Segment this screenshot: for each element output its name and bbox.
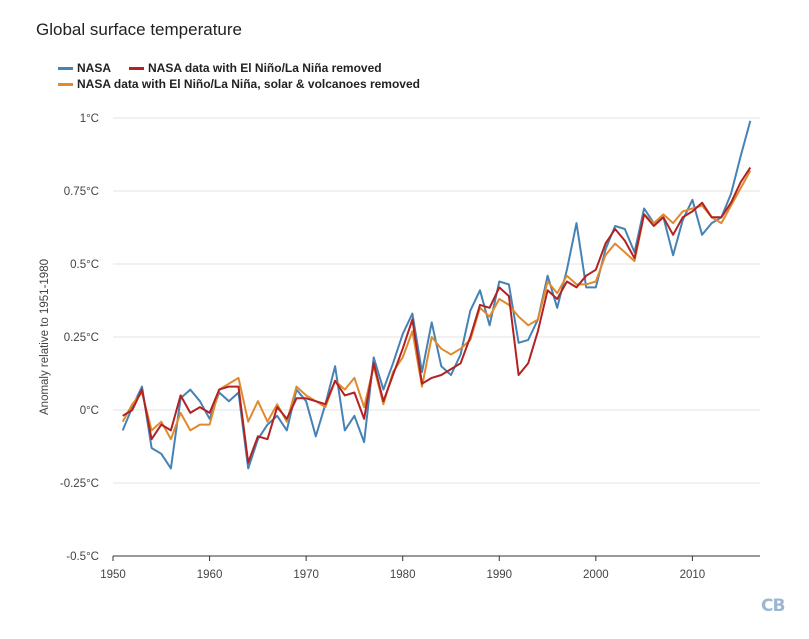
x-tick-label-3: 1980 <box>390 569 416 581</box>
x-tick-label-6: 2010 <box>680 569 706 581</box>
x-tick-label-4: 1990 <box>486 569 512 581</box>
legend-item-all-removed[interactable]: NASA data with El Niño/La Niña, solar & … <box>58 77 420 91</box>
legend-label-enso-removed: NASA data with El Niño/La Niña removed <box>148 61 382 75</box>
y-tick-label-2: 0°C <box>80 405 99 417</box>
y-tick-label-1: -0.25°C <box>60 478 99 490</box>
legend-row-2: NASA data with El Niño/La Niña, solar & … <box>58 76 438 92</box>
legend-item-enso-removed[interactable]: NASA data with El Niño/La Niña removed <box>129 61 382 75</box>
legend-row-1: NASA NASA data with El Niño/La Niña remo… <box>58 60 438 76</box>
chart-legend: NASA NASA data with El Niño/La Niña remo… <box>58 60 438 92</box>
series-line-2 <box>121 170 752 441</box>
x-tick-label-5: 2000 <box>583 569 609 581</box>
legend-swatch-enso-removed <box>129 66 145 70</box>
legend-label-nasa: NASA <box>77 61 112 75</box>
series-lines <box>121 120 752 470</box>
legend-label-all-removed: NASA data with El Niño/La Niña, solar & … <box>77 77 420 91</box>
y-tick-label-3: 0.25°C <box>64 332 99 344</box>
axis-ticks: -0.5°C -0.25°C 0°C 0.25°C 0.5°C 0.75°C 1°C 1950… <box>60 113 705 581</box>
x-tick-label-2: 1970 <box>293 569 319 581</box>
y-tick-label-0: -0.5°C <box>66 551 99 563</box>
chart-title: Global surface temperature <box>36 20 242 39</box>
y-axis-label: Anomaly relative to 1951-1980 <box>39 259 51 415</box>
x-tick-label-0: 1950 <box>100 569 126 581</box>
legend-swatch-all-removed <box>58 82 73 86</box>
series-line-0 <box>121 120 752 470</box>
legend-item-nasa[interactable]: NASA <box>58 61 111 75</box>
legend-swatch-nasa <box>58 66 73 70</box>
series-line-1 <box>122 167 752 464</box>
y-tick-label-4: 0.5°C <box>70 259 99 271</box>
y-tick-label-5: 0.75°C <box>64 186 99 198</box>
x-tick-label-1: 1960 <box>197 569 223 581</box>
grid-lines <box>113 117 760 557</box>
carbon-brief-logo: CB <box>761 596 785 616</box>
y-tick-label-6: 1°C <box>80 113 99 125</box>
